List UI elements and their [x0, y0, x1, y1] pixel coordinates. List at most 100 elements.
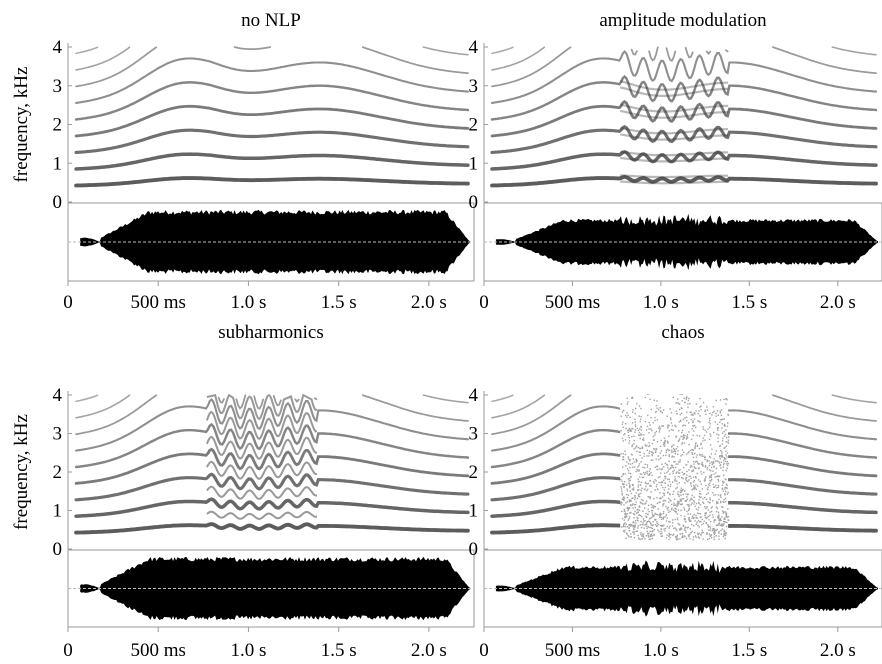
x-tick-label: 0 [479, 640, 489, 661]
harmonic-line [74, 128, 470, 155]
x-axis: 0 500 ms 1.0 s 1.5 s 2.0 s [63, 281, 447, 313]
x-tick-label: 500 ms [131, 292, 186, 313]
y-tick-label: 4 [53, 385, 63, 406]
subharmonic-line [206, 485, 318, 500]
harmonic-line [74, 472, 470, 502]
panel-sub: subharmonics 0 1 2 3 4 0 500 ms 1.0 s 1.5 s 2.0 s f… [11, 322, 475, 661]
panel-title: no NLP [241, 10, 301, 31]
panel-title: chaos [661, 322, 704, 343]
y-axis-label: frequency, kHz [11, 67, 32, 183]
y-tick-label: 0 [53, 192, 63, 213]
y-tick-label: 2 [469, 462, 479, 483]
subharmonic-line [205, 435, 318, 461]
x-tick-label: 500 ms [545, 292, 600, 313]
x-tick-label: 2.0 s [411, 292, 447, 313]
harmonic-line [74, 497, 470, 518]
sideband-line [620, 150, 729, 157]
x-axis: 0 500 ms 1.0 s 1.5 s 2.0 s [479, 281, 856, 313]
y-tick-label: 0 [469, 192, 479, 213]
x-tick-label: 0 [63, 292, 73, 313]
harmonic-line [490, 50, 878, 105]
sideband-line [619, 109, 729, 119]
harmonic-line [491, 394, 877, 419]
chaos-noise [620, 396, 730, 541]
sideband-line [619, 103, 729, 113]
y-tick-label: 1 [469, 153, 479, 174]
harmonic-line [490, 174, 878, 188]
y-tick-label: 2 [53, 462, 63, 483]
panel-none: no NLP 0 1 2 3 4 0 500 ms 1.0 s 1.5 s 2.0 s frequen… [11, 10, 475, 313]
panel-title: amplitude modulation [599, 10, 767, 31]
sideband-line [619, 80, 729, 91]
harmonic-line [491, 46, 877, 71]
sideband-line [620, 133, 729, 141]
x-tick-label: 1.5 s [731, 640, 767, 661]
x-axis: 0 500 ms 1.0 s 1.5 s 2.0 s [479, 627, 856, 661]
harmonic-line [74, 447, 470, 485]
harmonic-line [75, 46, 99, 55]
y-tick-label: 2 [53, 115, 63, 136]
y-tick-label: 0 [53, 539, 63, 560]
y-axis: 0 1 2 3 4 [53, 37, 72, 213]
harmonic-line [491, 46, 514, 55]
subharmonic-line [205, 410, 318, 441]
y-tick-label: 2 [469, 115, 479, 136]
y-tick-label: 3 [469, 76, 479, 97]
subharmonic-line [206, 510, 318, 521]
harmonic-line [75, 394, 469, 419]
x-tick-label: 0 [479, 292, 489, 313]
x-tick-label: 500 ms [131, 640, 186, 661]
harmonic-line [74, 522, 470, 535]
harmonic-line [74, 152, 470, 171]
harmonic-line [75, 46, 469, 88]
spectrogram [74, 393, 470, 535]
panel-chaos: chaos 0 1 2 3 4 0 500 ms 1.0 s 1.5 s 2.0 s [469, 322, 882, 661]
x-tick-label: 2.0 s [820, 292, 856, 313]
x-tick-label: 1.5 s [321, 292, 357, 313]
sideband-line [620, 127, 729, 135]
spectrogram [490, 394, 878, 541]
harmonic-line [74, 422, 470, 469]
y-tick-label: 4 [53, 37, 63, 58]
harmonic-line [490, 125, 878, 155]
harmonic-line [490, 150, 878, 171]
harmonic-line [74, 104, 470, 138]
x-tick-label: 500 ms [545, 640, 600, 661]
x-tick-label: 1.0 s [643, 292, 679, 313]
harmonic-line [75, 394, 469, 436]
y-tick-label: 4 [469, 37, 479, 58]
panel-title: subharmonics [218, 322, 324, 343]
x-tick-label: 0 [63, 640, 73, 661]
x-tick-label: 2.0 s [411, 640, 447, 661]
y-tick-label: 1 [53, 501, 63, 522]
harmonic-line [74, 81, 470, 121]
x-tick-label: 1.0 s [230, 640, 266, 661]
x-tick-label: 1.0 s [230, 292, 266, 313]
harmonic-line [75, 398, 469, 452]
subharmonic-line [206, 393, 318, 421]
y-axis: 0 1 2 3 4 [469, 37, 488, 213]
x-tick-label: 2.0 s [820, 640, 856, 661]
y-tick-label: 4 [469, 385, 479, 406]
x-tick-label: 1.0 s [643, 640, 679, 661]
sideband-line [620, 174, 729, 179]
y-tick-label: 3 [53, 76, 63, 97]
y-axis: 0 1 2 3 4 [53, 385, 72, 560]
harmonic-line [490, 74, 878, 121]
harmonic-line [491, 46, 877, 88]
y-tick-label: 3 [469, 424, 479, 445]
sideband-line [620, 180, 729, 185]
harmonic-line [490, 100, 878, 138]
sideband-line [620, 156, 729, 163]
y-tick-label: 0 [469, 539, 479, 560]
subharmonic-line [206, 460, 318, 480]
panel-am: amplitude modulation 0 1 2 3 4 0 500 ms 1.0 s 1.5… [469, 10, 882, 313]
sideband-line [619, 86, 729, 97]
x-tick-label: 1.5 s [321, 640, 357, 661]
harmonic-line [75, 57, 469, 105]
y-axis: 0 1 2 3 4 [469, 385, 488, 560]
harmonic-line [75, 394, 99, 403]
harmonic-line [74, 176, 470, 188]
y-tick-label: 1 [469, 501, 479, 522]
